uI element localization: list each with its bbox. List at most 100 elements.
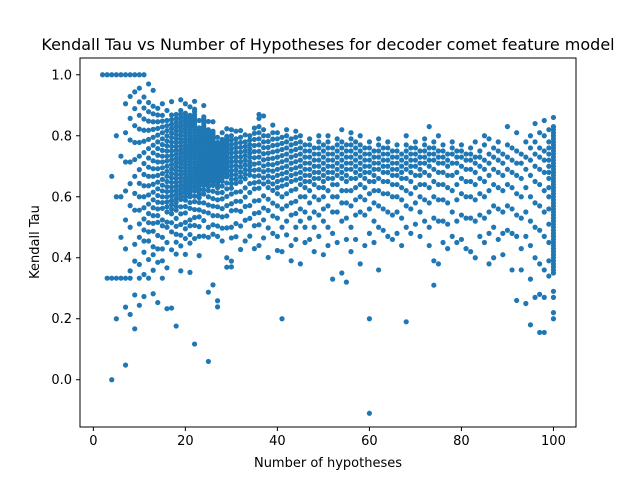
data-point-150: [159, 118, 165, 124]
data-point-796: [265, 179, 271, 185]
data-point-877: [293, 159, 299, 165]
data-point-876: [293, 152, 299, 159]
data-point-213: [168, 179, 175, 186]
data-point-583: [214, 223, 221, 229]
data-point-152: [159, 130, 165, 136]
data-point-73: [141, 149, 147, 156]
data-point-101: [145, 238, 152, 244]
data-point-696: [237, 134, 244, 140]
data-point-45: [132, 156, 138, 163]
data-point-662: [228, 150, 234, 156]
data-point-1227: [445, 163, 451, 169]
data-point-163: [159, 194, 165, 200]
data-point-924: [311, 151, 317, 157]
data-point-1245: [454, 181, 460, 188]
data-point-474: [201, 209, 207, 215]
data-point-1202: [431, 178, 437, 185]
data-point-1117: [389, 181, 396, 188]
data-point-178: [164, 143, 170, 149]
data-point-856: [283, 203, 290, 209]
data-point-933: [311, 249, 317, 255]
data-point-853: [283, 175, 290, 182]
data-point-548: [210, 213, 216, 219]
data-point-741: [251, 125, 257, 131]
data-point-798: [265, 196, 271, 202]
data-point-844: [279, 316, 285, 322]
data-point-119: [150, 213, 156, 219]
data-point-1269: [468, 194, 474, 200]
data-point-1157: [408, 191, 414, 197]
data-point-978: [330, 209, 336, 215]
data-point-1124: [394, 160, 400, 166]
data-point-802: [270, 122, 276, 128]
data-point-744: [251, 142, 257, 149]
data-point-264: [178, 132, 184, 139]
data-point-1259: [463, 166, 469, 172]
data-point-925: [311, 157, 317, 163]
data-point-764: [256, 160, 262, 166]
data-point-766: [256, 173, 262, 179]
data-point-1077: [371, 178, 377, 185]
data-point-240: [173, 171, 179, 178]
data-point-477: [205, 118, 211, 125]
data-point-1235: [449, 151, 455, 157]
data-point-1098: [380, 178, 386, 185]
data-point-512: [205, 234, 211, 240]
data-point-1041: [357, 148, 363, 154]
data-point-1095: [380, 157, 386, 163]
data-point-980: [330, 276, 336, 282]
data-point-964: [325, 169, 331, 175]
data-point-680: [233, 140, 239, 146]
data-point-234: [173, 147, 179, 153]
data-point-184: [164, 173, 170, 179]
data-point-171: [159, 275, 165, 281]
data-point-938: [316, 157, 322, 163]
data-point-859: [288, 136, 294, 142]
data-point-656: [224, 264, 230, 270]
data-point-901: [302, 154, 308, 160]
data-point-83: [141, 271, 147, 278]
data-point-68: [141, 94, 147, 100]
data-point-807: [270, 155, 276, 161]
data-point-85: [145, 81, 152, 87]
data-point-1298: [486, 172, 492, 179]
data-point-10: [104, 275, 110, 281]
data-point-854: [283, 181, 290, 188]
data-point-961: [325, 151, 331, 157]
data-point-436: [196, 233, 202, 239]
data-point-1389: [541, 133, 547, 139]
data-point-935: [316, 139, 322, 145]
data-point-164: [159, 199, 165, 206]
data-point-1105: [385, 157, 391, 163]
data-point-725: [242, 238, 248, 244]
data-point-32: [127, 93, 133, 100]
data-point-147: [155, 299, 161, 306]
data-point-321: [182, 226, 188, 232]
data-point-194: [164, 239, 170, 246]
data-point-277: [178, 179, 184, 185]
data-point-837: [279, 171, 285, 177]
data-point-1260: [463, 178, 469, 185]
data-point-1176: [417, 209, 423, 215]
data-point-1318: [500, 160, 506, 166]
data-point-724: [242, 217, 248, 223]
data-point-1063: [366, 157, 373, 163]
data-point-357: [187, 223, 193, 229]
data-point-227: [173, 120, 179, 126]
data-point-1221: [440, 181, 446, 188]
data-point-1183: [422, 169, 428, 175]
data-point-1373: [532, 178, 538, 185]
data-point-9: [141, 72, 147, 78]
data-point-1074: [371, 160, 377, 166]
data-point-1032: [353, 163, 359, 169]
data-point-166: [159, 217, 165, 223]
data-point-830: [274, 247, 280, 254]
data-point-737: [247, 189, 253, 196]
data-point-1047: [357, 194, 363, 200]
data-point-665: [228, 163, 234, 169]
data-point-75: [141, 171, 147, 178]
data-point-1020: [348, 154, 354, 160]
data-point-64: [136, 234, 142, 240]
data-point-775: [260, 133, 267, 139]
data-point-252: [173, 231, 179, 237]
